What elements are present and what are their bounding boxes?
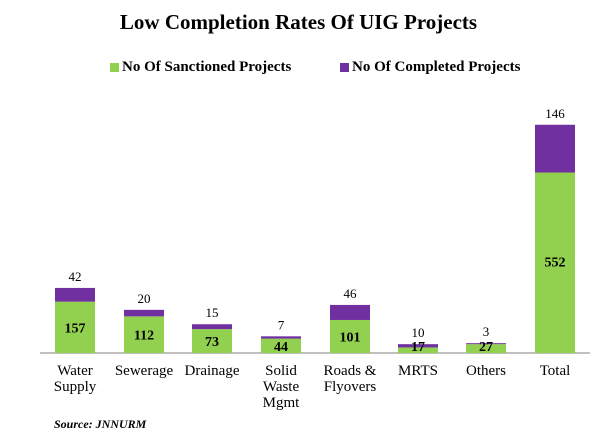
- x-tick-label-3: Solid Waste Mgmt: [263, 363, 301, 411]
- x-tick-label-4: Roads & Flyovers: [324, 363, 377, 395]
- bar-completed-6: [466, 343, 506, 345]
- data-label-sanctioned-3: 44: [274, 340, 288, 355]
- bar-sanctioned-0: [55, 301, 95, 353]
- bar-sanctioned-1: [124, 316, 164, 353]
- bar-completed-0: [55, 287, 95, 302]
- data-label-completed-2: 15: [206, 305, 219, 320]
- chart-title: Low Completion Rates Of UIG Projects: [119, 10, 478, 34]
- data-label-sanctioned-6: 27: [479, 340, 493, 355]
- legend-item-sanctioned: No Of Sanctioned Projects: [110, 59, 291, 76]
- bar-completed-4: [330, 304, 370, 320]
- bar-completed-5: [398, 344, 438, 348]
- data-label-completed-4: 46: [344, 286, 358, 301]
- legend-swatch-sanctioned: [110, 63, 119, 72]
- data-label-sanctioned-7: 552: [545, 255, 566, 270]
- bar-completed-2: [192, 324, 232, 330]
- data-label-sanctioned-4: 101: [340, 330, 361, 345]
- source-note: Source: JNNURM: [54, 417, 147, 431]
- data-label-completed-6: 3: [483, 324, 490, 339]
- bar-completed-1: [124, 309, 164, 317]
- bar-sanctioned-2: [192, 329, 232, 353]
- data-label-completed-5: 10: [412, 325, 425, 340]
- legend-swatch-completed: [340, 63, 349, 72]
- bar-sanctioned-6: [466, 344, 506, 353]
- data-label-sanctioned-5: 17: [411, 340, 425, 355]
- data-label-sanctioned-0: 157: [65, 321, 86, 336]
- x-tick-label-7: Total: [540, 363, 571, 379]
- bar-sanctioned-5: [398, 347, 438, 353]
- data-label-completed-0: 42: [69, 269, 82, 284]
- data-label-sanctioned-1: 112: [134, 329, 154, 344]
- bar-sanctioned-3: [261, 338, 301, 353]
- x-tick-label-1: Sewerage: [115, 363, 174, 379]
- x-tick-label-5: MRTS: [398, 363, 438, 379]
- x-tick-label-2: Drainage: [185, 363, 240, 379]
- bar-completed-7: [535, 124, 575, 173]
- bar-sanctioned-7: [535, 172, 575, 353]
- legend-label-completed: No Of Completed Projects: [352, 59, 521, 75]
- data-label-completed-3: 7: [278, 317, 285, 332]
- bar-completed-3: [261, 336, 301, 339]
- data-label-completed-1: 20: [138, 291, 151, 306]
- bar-sanctioned-4: [330, 319, 370, 353]
- x-tick-label-6: Others: [466, 363, 506, 379]
- data-label-sanctioned-2: 73: [205, 335, 219, 350]
- data-label-completed-7: 146: [545, 106, 565, 121]
- legend-label-sanctioned: No Of Sanctioned Projects: [122, 59, 292, 75]
- x-tick-label-0: Water Supply: [54, 363, 97, 395]
- legend: No Of Sanctioned Projects No Of Complete…: [0, 59, 597, 81]
- legend-item-completed: No Of Completed Projects: [340, 59, 520, 76]
